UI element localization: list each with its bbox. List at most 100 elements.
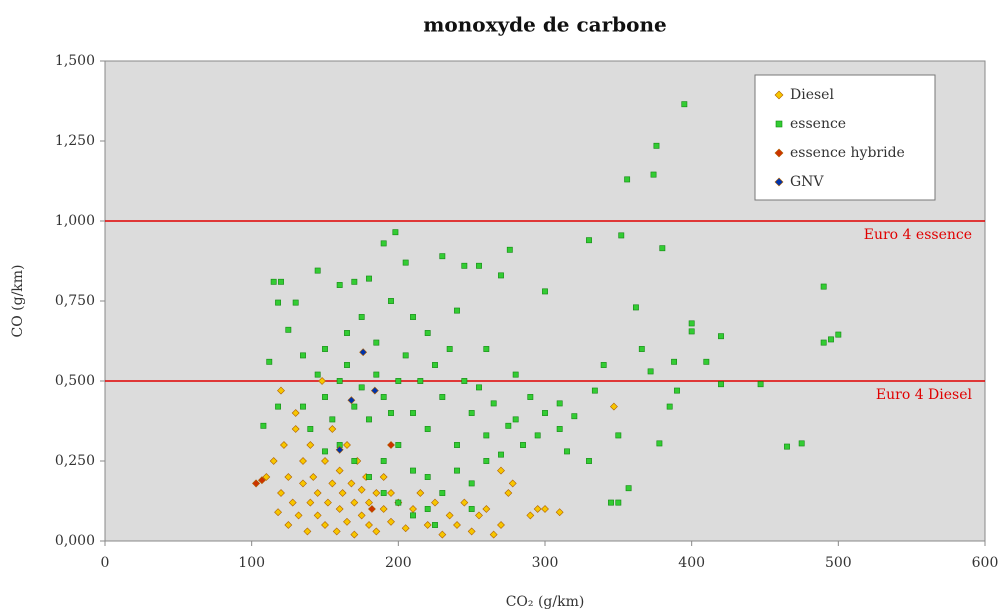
point [431, 498, 439, 507]
point [461, 262, 468, 269]
y-tick-label: 1,000 [55, 213, 95, 229]
point [615, 432, 622, 439]
point [284, 473, 293, 481]
point [343, 517, 351, 526]
point [439, 394, 446, 400]
point [461, 378, 468, 384]
point [625, 485, 632, 492]
point [366, 474, 372, 480]
point [555, 508, 564, 517]
point [671, 358, 677, 365]
point [417, 378, 424, 384]
point [482, 505, 491, 513]
legend-marker [774, 148, 784, 158]
legend-box [754, 74, 936, 201]
point [324, 498, 332, 507]
y-tick-label: 0,750 [55, 293, 95, 309]
point [571, 413, 578, 420]
point [610, 402, 618, 411]
point [387, 489, 395, 497]
point [365, 521, 373, 529]
point [476, 262, 482, 269]
point [410, 467, 416, 474]
point [416, 489, 425, 497]
point [526, 511, 535, 520]
point [395, 499, 402, 506]
point [424, 506, 431, 512]
x-tick-label: 100 [238, 555, 265, 571]
point [314, 371, 321, 378]
point [336, 378, 343, 384]
point [322, 448, 328, 455]
x-tick-label: 0 [101, 555, 110, 571]
point [498, 451, 504, 458]
point [252, 479, 260, 488]
point [666, 403, 673, 410]
point [688, 320, 695, 327]
point [294, 511, 303, 520]
point [359, 348, 368, 357]
point [269, 457, 278, 465]
point [489, 530, 498, 539]
point [278, 278, 284, 285]
legend-label: essence hybride [790, 145, 905, 161]
point [307, 426, 314, 432]
point [656, 440, 663, 447]
point [299, 479, 307, 488]
x-axis-label: CO₂ (g/km) [506, 594, 585, 610]
point [262, 473, 271, 481]
point [504, 489, 513, 497]
point [313, 489, 322, 497]
x-tick-label: 200 [385, 555, 412, 571]
point [270, 278, 277, 285]
point [322, 394, 328, 400]
point [586, 458, 592, 464]
point [395, 442, 402, 448]
point [347, 479, 356, 488]
point [365, 498, 373, 507]
point [659, 245, 666, 252]
point [288, 498, 297, 507]
point [498, 272, 504, 279]
point [321, 521, 329, 529]
point [618, 232, 625, 239]
point [351, 278, 358, 285]
y-tick-label: 1,250 [55, 133, 95, 149]
point [424, 426, 431, 432]
point [512, 416, 519, 423]
point [368, 505, 376, 513]
point [380, 458, 387, 464]
legend-marker [775, 120, 783, 128]
point [274, 508, 282, 517]
point [534, 432, 541, 439]
point [798, 440, 805, 447]
x-tick-label: 300 [532, 555, 559, 571]
point [366, 416, 372, 423]
point [520, 442, 526, 448]
point [370, 386, 379, 395]
point [322, 346, 328, 352]
point [460, 498, 469, 507]
point [439, 253, 446, 260]
point [454, 307, 460, 314]
point [512, 371, 519, 378]
point [483, 432, 490, 439]
point [424, 330, 431, 336]
legend-marker [774, 90, 784, 100]
point [784, 443, 790, 450]
point [372, 527, 381, 536]
point [260, 422, 267, 429]
point [497, 466, 505, 475]
point [328, 425, 337, 433]
point [285, 326, 292, 333]
point [328, 479, 337, 488]
point [351, 403, 358, 410]
point [681, 101, 688, 108]
y-axis-label: CO (g/km) [10, 264, 26, 337]
point [313, 511, 322, 520]
point [454, 442, 460, 448]
point [633, 304, 639, 311]
point [358, 384, 365, 391]
point [542, 410, 548, 416]
point [497, 521, 505, 529]
